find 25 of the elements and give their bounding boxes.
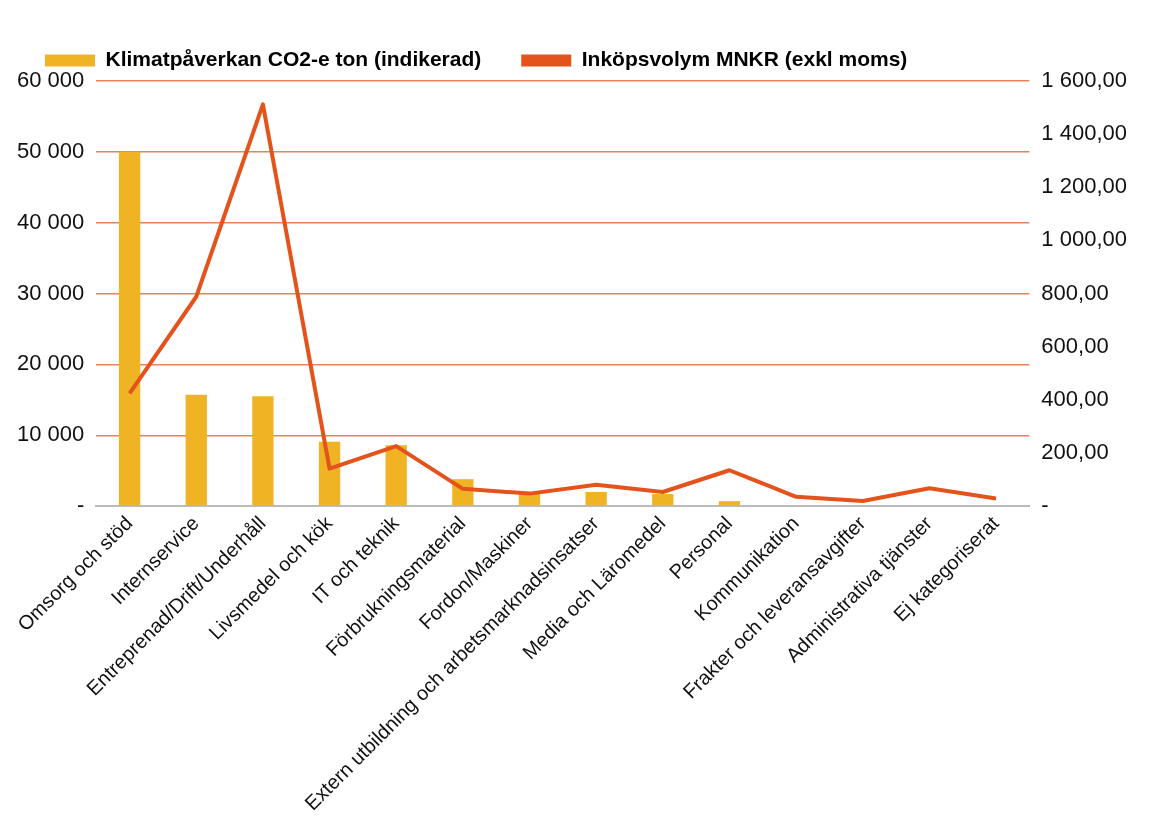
bar (118, 151, 141, 506)
y-tick-label: 60 000 (16, 67, 85, 93)
y-tick-label: 50 000 (16, 137, 85, 163)
y2-tick-label: 1 000,00 (1041, 226, 1127, 252)
legend-label: Klimatpåverkan CO2-e ton (indikerad) (105, 47, 482, 71)
y-tick-label: - (76, 492, 85, 518)
y2-tick-label: 600,00 (1041, 332, 1109, 358)
y-tick-label: 20 000 (16, 350, 85, 376)
bar (185, 394, 207, 506)
y2-tick-label: 1 200,00 (1041, 173, 1127, 199)
y2-tick-label: - (1041, 492, 1049, 518)
bar (718, 501, 741, 506)
y2-tick-label: 800,00 (1041, 279, 1109, 305)
bar (652, 494, 674, 506)
y2-tick-label: 1 400,00 (1041, 120, 1127, 146)
legend-label: Inköpsvolym MNKR (exkl moms) (581, 47, 908, 71)
bar (385, 445, 407, 506)
y-tick-label: 40 000 (16, 208, 85, 234)
y2-tick-label: 1 600,00 (1041, 67, 1127, 93)
y2-tick-label: 200,00 (1041, 439, 1109, 465)
y-tick-label: 30 000 (16, 279, 85, 305)
bar (252, 396, 274, 506)
y2-tick-label: 400,00 (1041, 385, 1109, 411)
bar (585, 491, 607, 506)
y-tick-label: 10 000 (16, 421, 85, 447)
